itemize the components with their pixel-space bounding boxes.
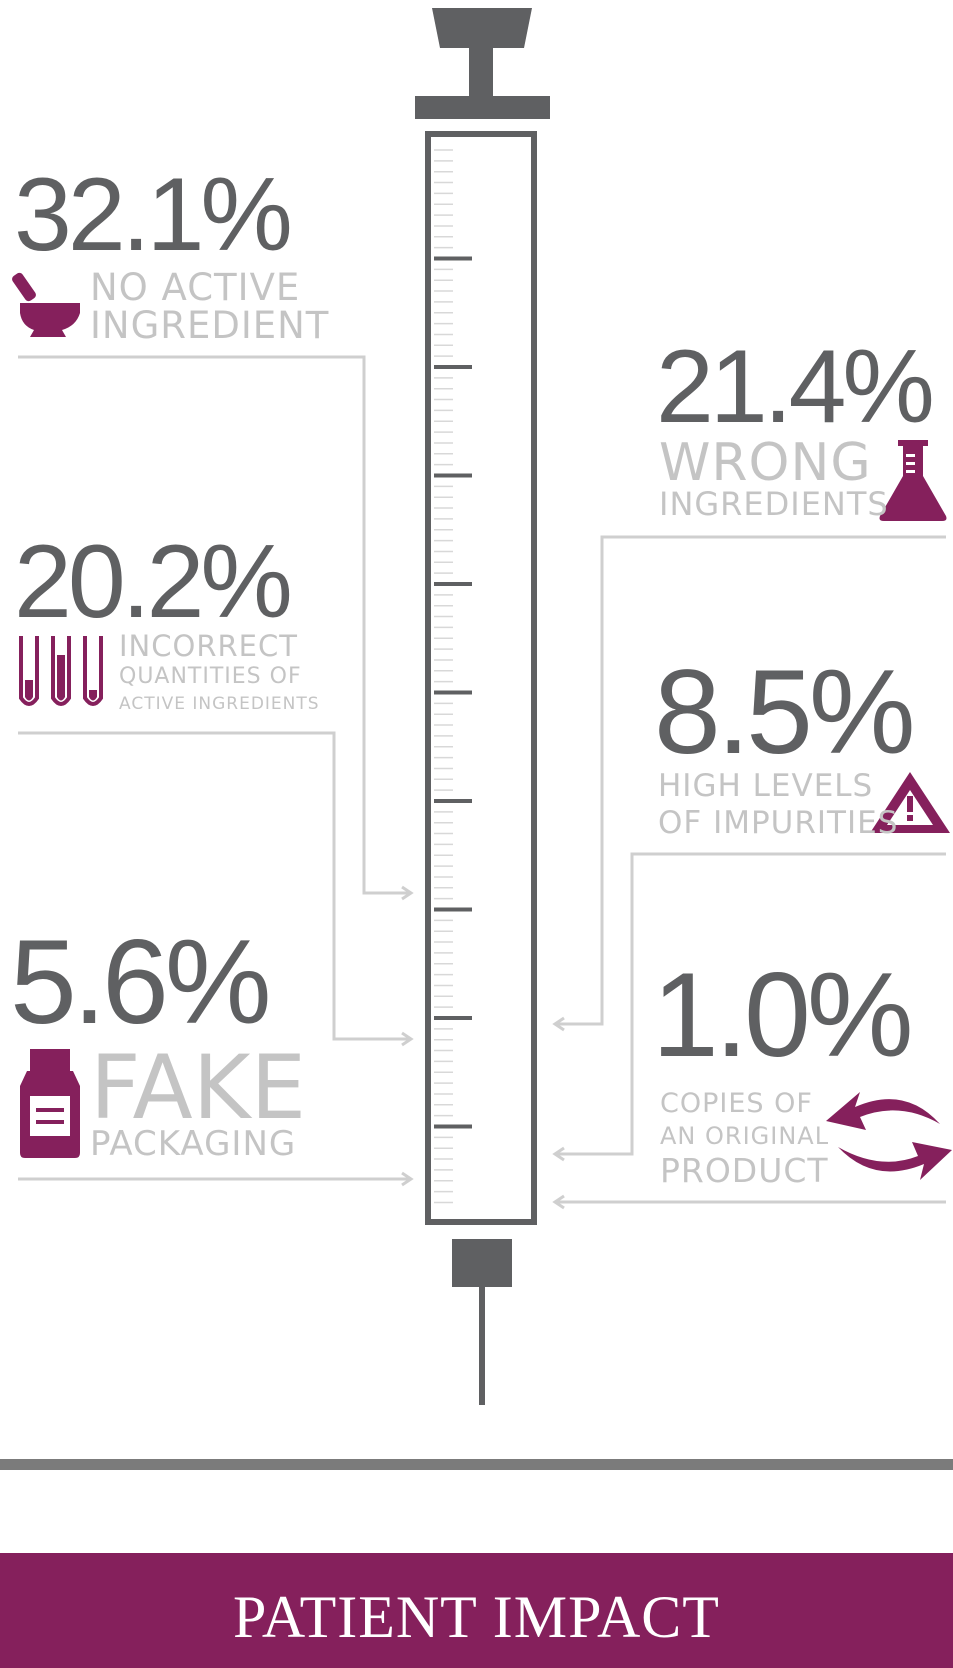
connector-no-active bbox=[18, 355, 410, 895]
stat-impurities-value: 8.5% bbox=[654, 645, 916, 779]
stat-copies-value: 1.0% bbox=[652, 948, 914, 1082]
barrel-tick-marks bbox=[434, 149, 472, 1204]
stat-fake-pack-line2: PACKAGING bbox=[90, 1124, 297, 1164]
stat-copies-line2: AN ORIGINAL bbox=[660, 1122, 830, 1150]
stat-no-active-value: 32.1% bbox=[14, 157, 293, 273]
stat-fake-pack-value: 5.6% bbox=[10, 915, 272, 1049]
needle-hub bbox=[452, 1239, 512, 1287]
warning-triangle-icon bbox=[870, 772, 950, 833]
stat-impurities-line1: HIGH LEVELS bbox=[658, 768, 874, 804]
plunger-rod bbox=[469, 47, 493, 97]
plunger-flange bbox=[415, 96, 550, 119]
patient-impact-banner: PATIENT IMPACT bbox=[0, 1553, 953, 1668]
mortar-pestle-icon bbox=[12, 272, 80, 337]
stat-fake-pack-line1: FAKE bbox=[90, 1036, 307, 1139]
connector-wrong-ing bbox=[556, 535, 946, 1026]
stat-incorrect-qty-line2: QUANTITIES OF bbox=[119, 664, 302, 689]
stat-wrong-ing-line2: INGREDIENTS bbox=[659, 485, 889, 523]
syringe-graphic bbox=[12, 8, 952, 1405]
test-tubes-icon bbox=[19, 636, 103, 706]
connector-incorrect-qty bbox=[18, 731, 410, 1041]
connector-impurities bbox=[556, 852, 946, 1156]
stat-impurities-line2: OF IMPURITIES bbox=[658, 805, 899, 841]
stat-no-active-line1: NO ACTIVE bbox=[90, 266, 301, 309]
swap-arrows-icon bbox=[826, 1092, 952, 1180]
plunger-thumb-rest bbox=[432, 8, 532, 48]
stat-incorrect-qty-line3: ACTIVE INGREDIENTS bbox=[119, 694, 320, 714]
syringe-barrel bbox=[425, 131, 537, 1225]
banner-title: PATIENT IMPACT bbox=[233, 1584, 720, 1650]
stat-incorrect-qty-value: 20.2% bbox=[14, 524, 293, 640]
stat-no-active-line2: INGREDIENT bbox=[90, 304, 330, 347]
stat-incorrect-qty-line1: INCORRECT bbox=[119, 629, 298, 663]
stat-wrong-ing-line1: WRONG bbox=[659, 433, 872, 493]
stat-copies-line1: COPIES OF bbox=[660, 1088, 813, 1119]
needle bbox=[479, 1287, 485, 1405]
flask-icon bbox=[879, 440, 947, 521]
divider-line bbox=[0, 1459, 953, 1470]
medicine-bottle-icon bbox=[20, 1049, 80, 1158]
stat-copies-line3: PRODUCT bbox=[660, 1151, 829, 1190]
stat-wrong-ing-value: 21.4% bbox=[656, 329, 935, 445]
